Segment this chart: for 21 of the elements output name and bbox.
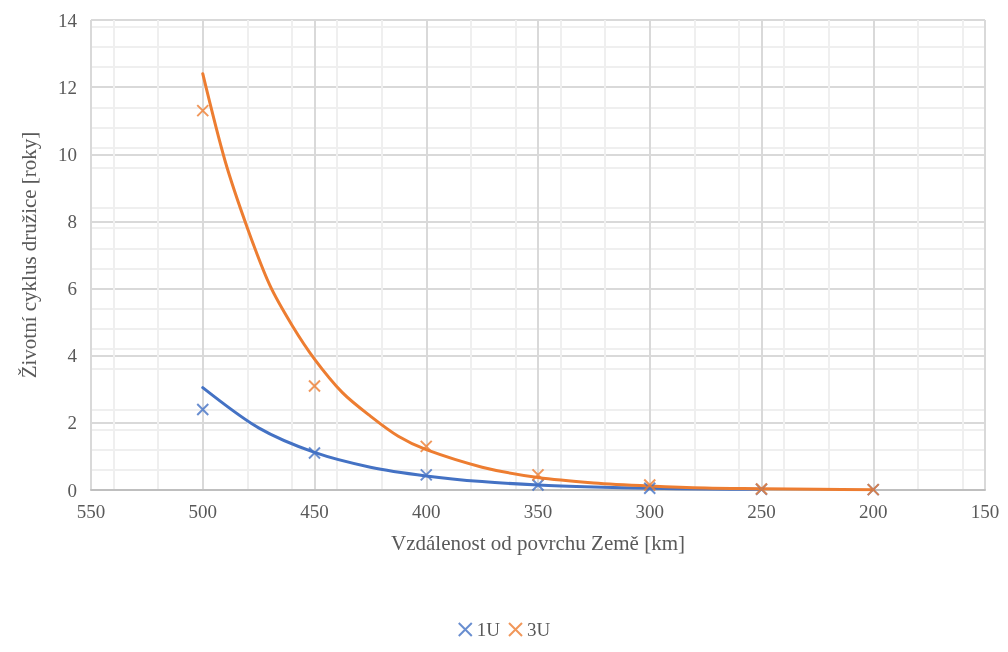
x-tick-label: 200: [859, 501, 888, 522]
y-tick-label: 6: [67, 278, 77, 300]
x-tick-label: 300: [635, 501, 664, 522]
x-tick-label: 500: [188, 501, 217, 522]
x-tick-label: 550: [76, 501, 106, 522]
legend-label: 1U: [476, 619, 501, 640]
x-tick-label: 450: [300, 501, 329, 522]
x-axis-title: Vzdálenost od povrchu Země [km]: [391, 530, 685, 555]
legend-label: 3U: [527, 619, 551, 640]
x-tick-label: 250: [747, 501, 776, 522]
y-tick-label: 4: [67, 345, 78, 367]
x-tick-label: 150: [970, 501, 1000, 522]
x-tick-label: 400: [412, 501, 441, 522]
y-tick-label: 0: [67, 479, 77, 501]
y-axis-title: Životní cyklus družice [roky]: [16, 131, 41, 379]
y-tick-label: 14: [58, 9, 78, 31]
y-tick-label: 8: [67, 210, 77, 232]
y-tick-label: 12: [58, 76, 77, 98]
x-tick-label: 350: [523, 501, 553, 522]
y-tick-label: 10: [58, 143, 77, 165]
y-tick-label: 2: [67, 412, 77, 434]
